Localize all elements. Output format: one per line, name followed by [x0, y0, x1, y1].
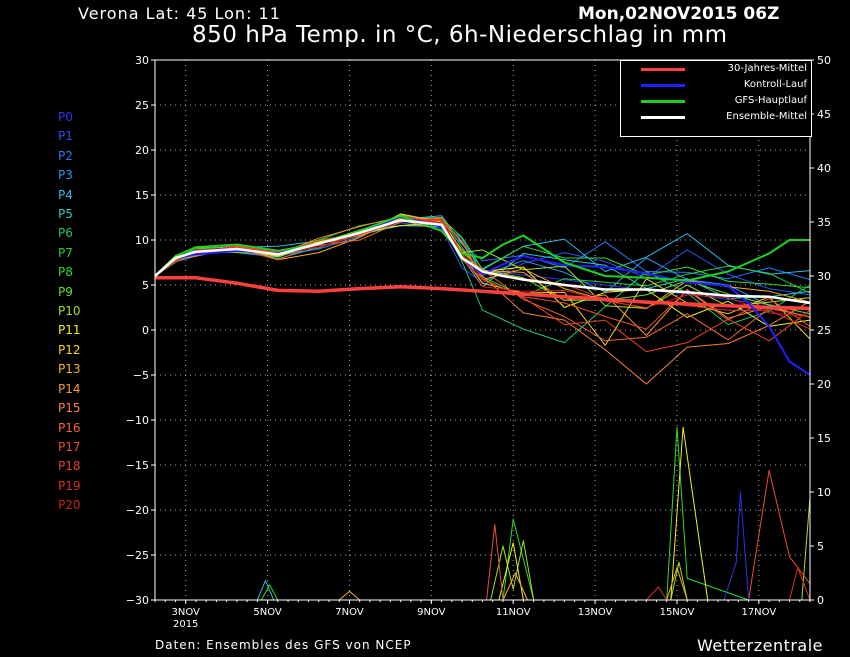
member-label-p9: P9 — [58, 284, 73, 299]
y-right-tick-label: 0 — [817, 594, 824, 607]
chart-title: 850 hPa Temp. in °C, 6h-Niederschlag in … — [192, 22, 728, 48]
precip-line-p17 — [155, 469, 811, 601]
member-label-p17: P17 — [58, 439, 81, 454]
member-label-p7: P7 — [58, 245, 73, 260]
x-tick-label: 13NOV — [578, 607, 613, 618]
y-left-tick-label: 15 — [135, 189, 149, 202]
member-label-p3: P3 — [58, 168, 73, 183]
precip-line-p13 — [155, 567, 810, 601]
y-right-tick-label: 45 — [817, 108, 831, 121]
x-tick-label: 5NOV — [253, 607, 282, 618]
x-tick-label: 11NOV — [496, 607, 531, 618]
gfs-main-run-line — [154, 214, 810, 282]
member-label-p1: P1 — [58, 129, 73, 144]
y-left-tick-label: −10 — [126, 414, 149, 427]
legend-item-climatology: 30-Jahres-Mittel — [621, 62, 811, 77]
run-datetime: Mon,02NOV2015 06Z — [578, 4, 780, 24]
member-label-p19: P19 — [58, 478, 81, 493]
x-tick-label: 7NOV — [335, 607, 364, 618]
ensemble-mean-line — [154, 218, 811, 305]
y-left-tick-label: 10 — [135, 234, 149, 247]
y-right-tick-label: 10 — [817, 486, 831, 499]
legend-swatch — [641, 68, 685, 71]
member-label-p4: P4 — [58, 187, 73, 202]
y-left-tick-label: 30 — [135, 54, 149, 67]
y-right-tick-label: 25 — [817, 324, 831, 337]
precip-line-p11 — [155, 426, 810, 601]
ensemble-member-lines — [154, 213, 811, 385]
y-left-tick-label: 20 — [135, 144, 149, 157]
y-left-tick-label: −15 — [126, 459, 149, 472]
member-label-p8: P8 — [58, 265, 73, 280]
member-label-p6: P6 — [58, 226, 73, 241]
member-label-p15: P15 — [58, 401, 81, 416]
member-label-p20: P20 — [58, 498, 81, 513]
y-right-tick-label: 5 — [817, 540, 824, 553]
y-left-tick-label: 5 — [142, 279, 149, 292]
y-right-tick-label: 40 — [817, 162, 831, 175]
highlight-lines — [154, 214, 811, 376]
temp-member-line-p20 — [154, 218, 811, 317]
precip-line-p4 — [155, 580, 810, 601]
member-label-p13: P13 — [58, 362, 81, 377]
precipitation-lines — [155, 426, 811, 601]
precip-line-p8 — [155, 426, 810, 601]
precip-line-p0 — [155, 491, 810, 601]
brand-name: Wetterzentrale — [697, 636, 824, 655]
axis-ticks: −30 −25 −20 −15 −10 −5 0 5 10 15 20 25 30 0 5 10 15 20 25 3… — [126, 54, 831, 630]
legend-label: Ensemble-Mittel — [726, 111, 807, 122]
legend-item-gfs: GFS-Hauptlauf — [621, 94, 811, 109]
y-left-tick-label: −25 — [126, 549, 149, 562]
temp-member-line-p14 — [154, 219, 811, 336]
temp-member-line-p4 — [154, 215, 811, 277]
y-left-tick-label: −30 — [126, 594, 149, 607]
legend-swatch — [641, 100, 685, 103]
member-label-p11: P11 — [58, 323, 81, 338]
legend-item-control: Kontroll-Lauf — [621, 78, 811, 93]
legend-item-ensemble-mean: Ensemble-Mittel — [621, 110, 811, 125]
member-label-p0: P0 — [58, 110, 73, 124]
data-source: Daten: Ensembles des GFS von NCEP — [155, 638, 412, 652]
member-label-p5: P5 — [58, 207, 73, 222]
station-info: Verona Lat: 45 Lon: 11 — [78, 4, 281, 23]
y-right-tick-label: 35 — [817, 216, 831, 229]
y-right-tick-label: 20 — [817, 378, 831, 391]
x-tick-sublabel: 2015 — [173, 619, 198, 630]
x-tick-label: 3NOV — [172, 607, 201, 618]
member-label-p10: P10 — [58, 304, 81, 319]
y-right-tick-label: 50 — [817, 54, 831, 67]
y-right-tick-label: 15 — [817, 432, 831, 445]
legend-label: GFS-Hauptlauf — [734, 95, 807, 106]
temp-member-line-p18 — [154, 215, 811, 353]
y-right-tick-label: 30 — [817, 270, 831, 283]
control-run-line — [154, 215, 811, 376]
y-left-tick-label: 0 — [142, 324, 149, 337]
temp-member-line-p15 — [154, 216, 811, 385]
precip-line-p10 — [155, 497, 811, 601]
member-label-p2: P2 — [58, 148, 73, 163]
member-label-p12: P12 — [58, 342, 81, 357]
climatology-line — [155, 276, 811, 311]
legend-swatch — [641, 84, 685, 87]
precip-line-p19 — [155, 567, 811, 601]
y-left-tick-label: 25 — [135, 99, 149, 112]
y-left-tick-label: −5 — [133, 369, 149, 382]
x-tick-label: 15NOV — [660, 607, 695, 618]
x-tick-label: 17NOV — [741, 607, 776, 618]
temp-member-line-p8 — [154, 217, 811, 289]
x-tick-label: 9NOV — [417, 607, 446, 618]
legend-swatch — [641, 116, 685, 119]
member-label-p16: P16 — [58, 420, 81, 435]
legend: 30-Jahres-Mittel Kontroll-Lauf GFS-Haupt… — [620, 60, 812, 137]
y-left-tick-label: −20 — [126, 504, 149, 517]
legend-label: 30-Jahres-Mittel — [727, 63, 807, 74]
member-label-p18: P18 — [58, 459, 81, 474]
member-list: P0 P1 P2 P3 P4 P5 P6 P7 P8 P9 P10 P11 P12 P13 P14 P15 P1… — [58, 108, 81, 516]
member-label-p14: P14 — [58, 381, 81, 396]
legend-label: Kontroll-Lauf — [743, 79, 807, 90]
